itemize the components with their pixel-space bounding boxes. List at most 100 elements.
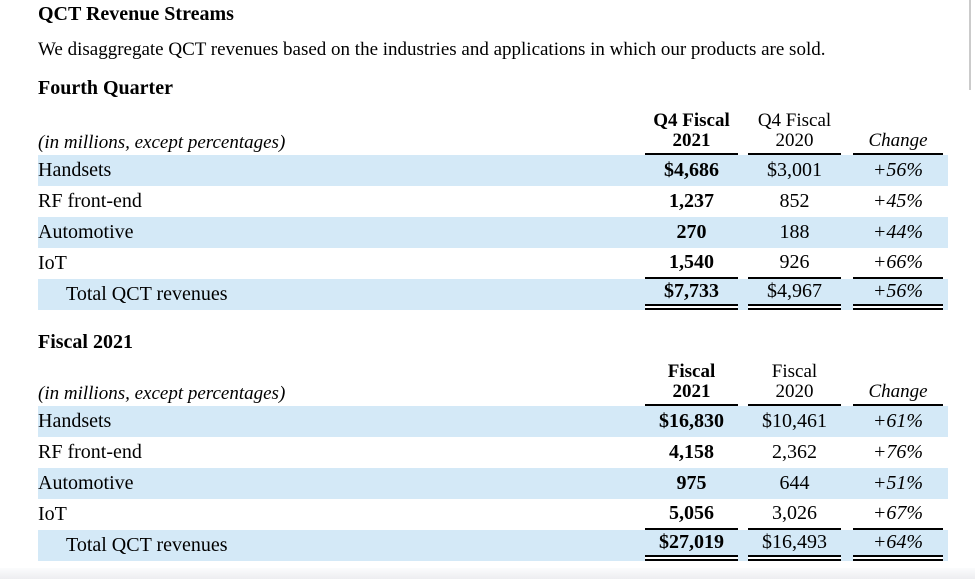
column-header-prior-line2: 2020 (775, 381, 814, 402)
table-row-rf-front-end: RF front-end 4,158 2,362 +76% (38, 437, 948, 468)
value-prior: 926 (748, 248, 841, 279)
total-current: $27,019 (645, 530, 738, 561)
tail-cell (943, 155, 948, 186)
gap-cell (738, 530, 748, 561)
gap-cell (738, 279, 748, 310)
gap-cell (841, 155, 853, 186)
gap-cell (841, 530, 853, 561)
value-current: 1,237 (669, 190, 714, 212)
value-current: 5,056 (645, 499, 738, 530)
column-gap (738, 362, 748, 406)
value-prior: $10,461 (748, 406, 841, 437)
gap-cell (738, 499, 748, 530)
value-change: +51% (853, 468, 943, 499)
value-change: +61% (853, 406, 943, 437)
column-header-current: Fiscal 2021 (645, 362, 738, 406)
gap-cell (738, 186, 748, 217)
table-row-handsets: Handsets $4,686 $3,001 +56% (38, 155, 948, 186)
row-label: IoT (38, 252, 67, 274)
tail-cell (943, 248, 948, 279)
gap-cell (738, 217, 748, 248)
gap-cell (841, 217, 853, 248)
gap-cell (841, 279, 853, 310)
tail-cell (943, 406, 948, 437)
section-heading-fiscal-2021: Fiscal 2021 (38, 331, 133, 353)
value-current: 1,540 (645, 248, 738, 279)
tail-cell (943, 530, 948, 561)
row-label: Handsets (38, 155, 645, 186)
table-row-automotive: Automotive 270 188 +44% (38, 217, 948, 248)
row-label: Automotive (38, 468, 645, 499)
total-label: Total QCT revenues (38, 279, 645, 310)
intro-text: We disaggregate QCT revenues based on th… (38, 39, 826, 60)
tail-cell (943, 279, 948, 310)
value-current: 4,158 (669, 441, 714, 463)
total-label: Total QCT revenues (38, 530, 645, 561)
page-title: QCT Revenue Streams (38, 3, 234, 25)
units-note: (in millions, except percentages) (38, 132, 286, 153)
value-current: 270 (645, 217, 738, 248)
column-gap (841, 111, 853, 155)
tail-cell (943, 468, 948, 499)
table-row-total-qct-revenues: Total QCT revenues $7,733 $4,967 +56% (38, 279, 948, 310)
gap-cell (738, 406, 748, 437)
column-header-prior-line1: Q4 Fiscal (757, 110, 832, 131)
gap-cell (738, 437, 748, 468)
value-prior: $3,001 (748, 155, 841, 186)
value-current: 975 (645, 468, 738, 499)
column-tail (943, 111, 948, 155)
column-header-current-line1: Q4 Fiscal (653, 110, 730, 131)
column-gap (841, 362, 853, 406)
tail-cell (943, 499, 948, 530)
gap-cell (841, 499, 853, 530)
section-heading-fourth-quarter: Fourth Quarter (38, 77, 173, 99)
gap-cell (841, 248, 853, 279)
revenue-table-fiscal-2021: (in millions, except percentages) Fiscal… (38, 362, 948, 561)
value-change: +67% (853, 499, 943, 530)
value-prior: 3,026 (748, 499, 841, 530)
gap-cell (738, 155, 748, 186)
column-header-prior: Q4 Fiscal 2020 (748, 111, 841, 155)
column-header-current-line1: Fiscal (667, 361, 716, 382)
column-header-change: Change (853, 362, 943, 406)
document-body: QCT Revenue Streams We disaggregate QCT … (38, 3, 948, 561)
tail-cell (943, 217, 948, 248)
column-header-prior-line1: Fiscal (771, 361, 818, 382)
revenue-table-fourth-quarter: (in millions, except percentages) Q4 Fis… (38, 111, 948, 310)
gap-cell (738, 248, 748, 279)
gap-cell (841, 186, 853, 217)
total-prior: $4,967 (748, 279, 841, 310)
column-header-prior: Fiscal 2020 (748, 362, 841, 406)
value-current: $16,830 (645, 406, 738, 437)
tail-cell (943, 186, 948, 217)
column-header-current-line2: 2021 (672, 381, 711, 402)
column-header-prior-line2: 2020 (775, 130, 814, 151)
table-row-handsets: Handsets $16,830 $10,461 +61% (38, 406, 948, 437)
row-label: RF front-end (38, 441, 142, 463)
table-row-iot: IoT 1,540 926 +66% (38, 248, 948, 279)
row-label: RF front-end (38, 190, 142, 212)
column-header-current: Q4 Fiscal 2021 (645, 111, 738, 155)
row-label: IoT (38, 503, 67, 525)
value-prior: 852 (779, 190, 810, 212)
value-change: +44% (853, 217, 943, 248)
row-label: Automotive (38, 217, 645, 248)
value-current: $4,686 (645, 155, 738, 186)
column-tail (943, 362, 948, 406)
table-row-rf-front-end: RF front-end 1,237 852 +45% (38, 186, 948, 217)
bottom-page-strip (0, 568, 975, 579)
value-change: +56% (853, 155, 943, 186)
total-current: $7,733 (645, 279, 738, 310)
table-row-total-qct-revenues: Total QCT revenues $27,019 $16,493 +64% (38, 530, 948, 561)
total-prior: $16,493 (748, 530, 841, 561)
column-header-change: Change (853, 111, 943, 155)
gap-cell (841, 468, 853, 499)
total-change: +56% (853, 279, 943, 310)
gap-cell (738, 468, 748, 499)
column-gap (738, 111, 748, 155)
value-change: +76% (872, 441, 924, 463)
table-header-row: (in millions, except percentages) Q4 Fis… (38, 111, 948, 155)
table-header-row: (in millions, except percentages) Fiscal… (38, 362, 948, 406)
tail-cell (943, 437, 948, 468)
window-edge-line (969, 0, 971, 90)
